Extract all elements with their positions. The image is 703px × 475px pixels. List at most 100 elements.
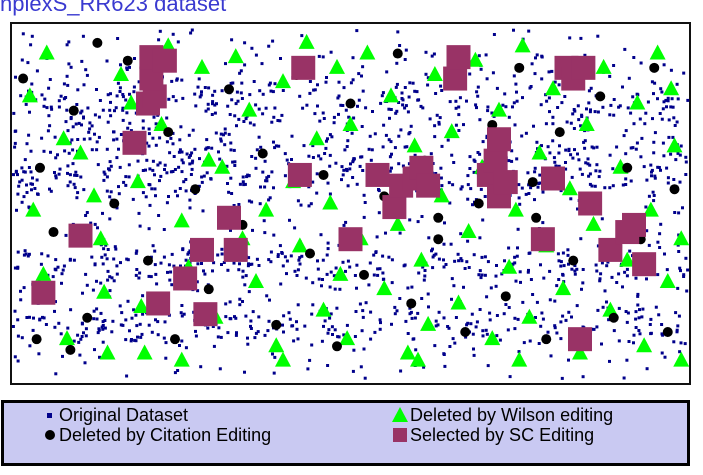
- original-point: [474, 103, 478, 107]
- original-point: [200, 175, 204, 179]
- original-point: [321, 55, 325, 59]
- original-point: [263, 159, 267, 163]
- original-point: [608, 359, 611, 363]
- original-point: [437, 122, 441, 126]
- original-point: [434, 172, 438, 175]
- original-point: [238, 303, 242, 307]
- original-point: [111, 319, 115, 323]
- original-point: [214, 131, 218, 135]
- original-point: [199, 93, 203, 97]
- original-point: [627, 76, 631, 80]
- original-point: [374, 251, 378, 254]
- original-point: [430, 54, 434, 58]
- original-point: [249, 327, 253, 330]
- original-point: [683, 342, 687, 346]
- original-point: [173, 168, 177, 171]
- original-point: [640, 136, 644, 140]
- original-point: [47, 86, 51, 90]
- wilson-deleted-point: [420, 315, 437, 331]
- original-point: [153, 263, 157, 267]
- original-point: [526, 171, 530, 175]
- original-point: [327, 328, 331, 332]
- original-point: [640, 315, 644, 319]
- original-point: [671, 135, 675, 139]
- original-point: [459, 232, 463, 236]
- original-point: [283, 174, 287, 178]
- original-point: [103, 326, 107, 330]
- original-point: [515, 99, 519, 103]
- original-point: [639, 155, 643, 159]
- original-point: [381, 91, 385, 95]
- original-point: [272, 115, 276, 119]
- original-point: [669, 68, 673, 72]
- original-point: [281, 323, 284, 327]
- original-point: [371, 110, 374, 113]
- original-point: [473, 159, 477, 163]
- citation-deleted-point: [203, 284, 214, 295]
- original-point: [168, 151, 172, 155]
- original-point: [465, 99, 468, 103]
- original-point: [258, 202, 262, 206]
- original-point: [91, 288, 95, 292]
- original-point: [589, 86, 593, 90]
- original-point: [447, 326, 451, 330]
- original-point: [92, 309, 96, 313]
- original-point: [205, 138, 209, 142]
- original-point: [283, 152, 287, 156]
- original-point: [359, 155, 363, 159]
- original-point: [527, 29, 531, 33]
- original-point: [575, 267, 579, 271]
- original-point: [611, 184, 615, 188]
- original-point: [540, 144, 543, 148]
- original-point: [659, 222, 663, 226]
- original-point: [235, 90, 239, 94]
- original-point: [512, 74, 516, 78]
- original-point: [476, 94, 480, 98]
- original-point: [229, 228, 232, 232]
- original-point: [595, 325, 599, 329]
- original-point: [526, 270, 530, 274]
- original-point: [274, 144, 278, 148]
- original-point: [188, 206, 192, 210]
- original-point: [129, 129, 133, 133]
- original-point: [40, 252, 44, 256]
- original-point: [263, 231, 267, 235]
- original-point: [379, 321, 382, 325]
- original-point: [191, 159, 195, 163]
- original-point: [249, 319, 253, 323]
- original-point: [570, 315, 573, 319]
- sc-selected-point: [287, 162, 312, 187]
- original-point: [118, 165, 122, 169]
- original-point: [475, 106, 478, 110]
- original-point: [677, 211, 681, 215]
- original-point: [361, 309, 365, 313]
- original-point: [667, 118, 671, 122]
- original-point: [390, 152, 393, 156]
- original-point: [457, 129, 461, 132]
- original-point: [573, 264, 577, 267]
- original-point: [20, 166, 24, 170]
- original-point: [121, 323, 125, 327]
- original-point: [22, 253, 26, 257]
- original-point: [262, 219, 266, 223]
- original-point: [428, 117, 432, 121]
- citation-deleted-point: [608, 312, 619, 323]
- sc-selected-point: [291, 55, 316, 80]
- original-point: [320, 339, 324, 343]
- original-point: [206, 102, 210, 106]
- original-point: [65, 74, 69, 78]
- original-point: [472, 353, 476, 357]
- original-point: [626, 311, 630, 315]
- original-point: [263, 185, 267, 189]
- wilson-deleted-point: [514, 37, 531, 53]
- original-point: [72, 339, 76, 343]
- original-point: [133, 338, 137, 342]
- original-point: [678, 153, 682, 157]
- citation-deleted-point: [473, 198, 484, 209]
- original-point: [533, 72, 537, 76]
- original-point: [301, 106, 305, 110]
- original-point: [254, 156, 258, 160]
- sc-selected-point: [382, 195, 407, 220]
- original-point: [154, 122, 158, 126]
- original-point: [13, 355, 17, 359]
